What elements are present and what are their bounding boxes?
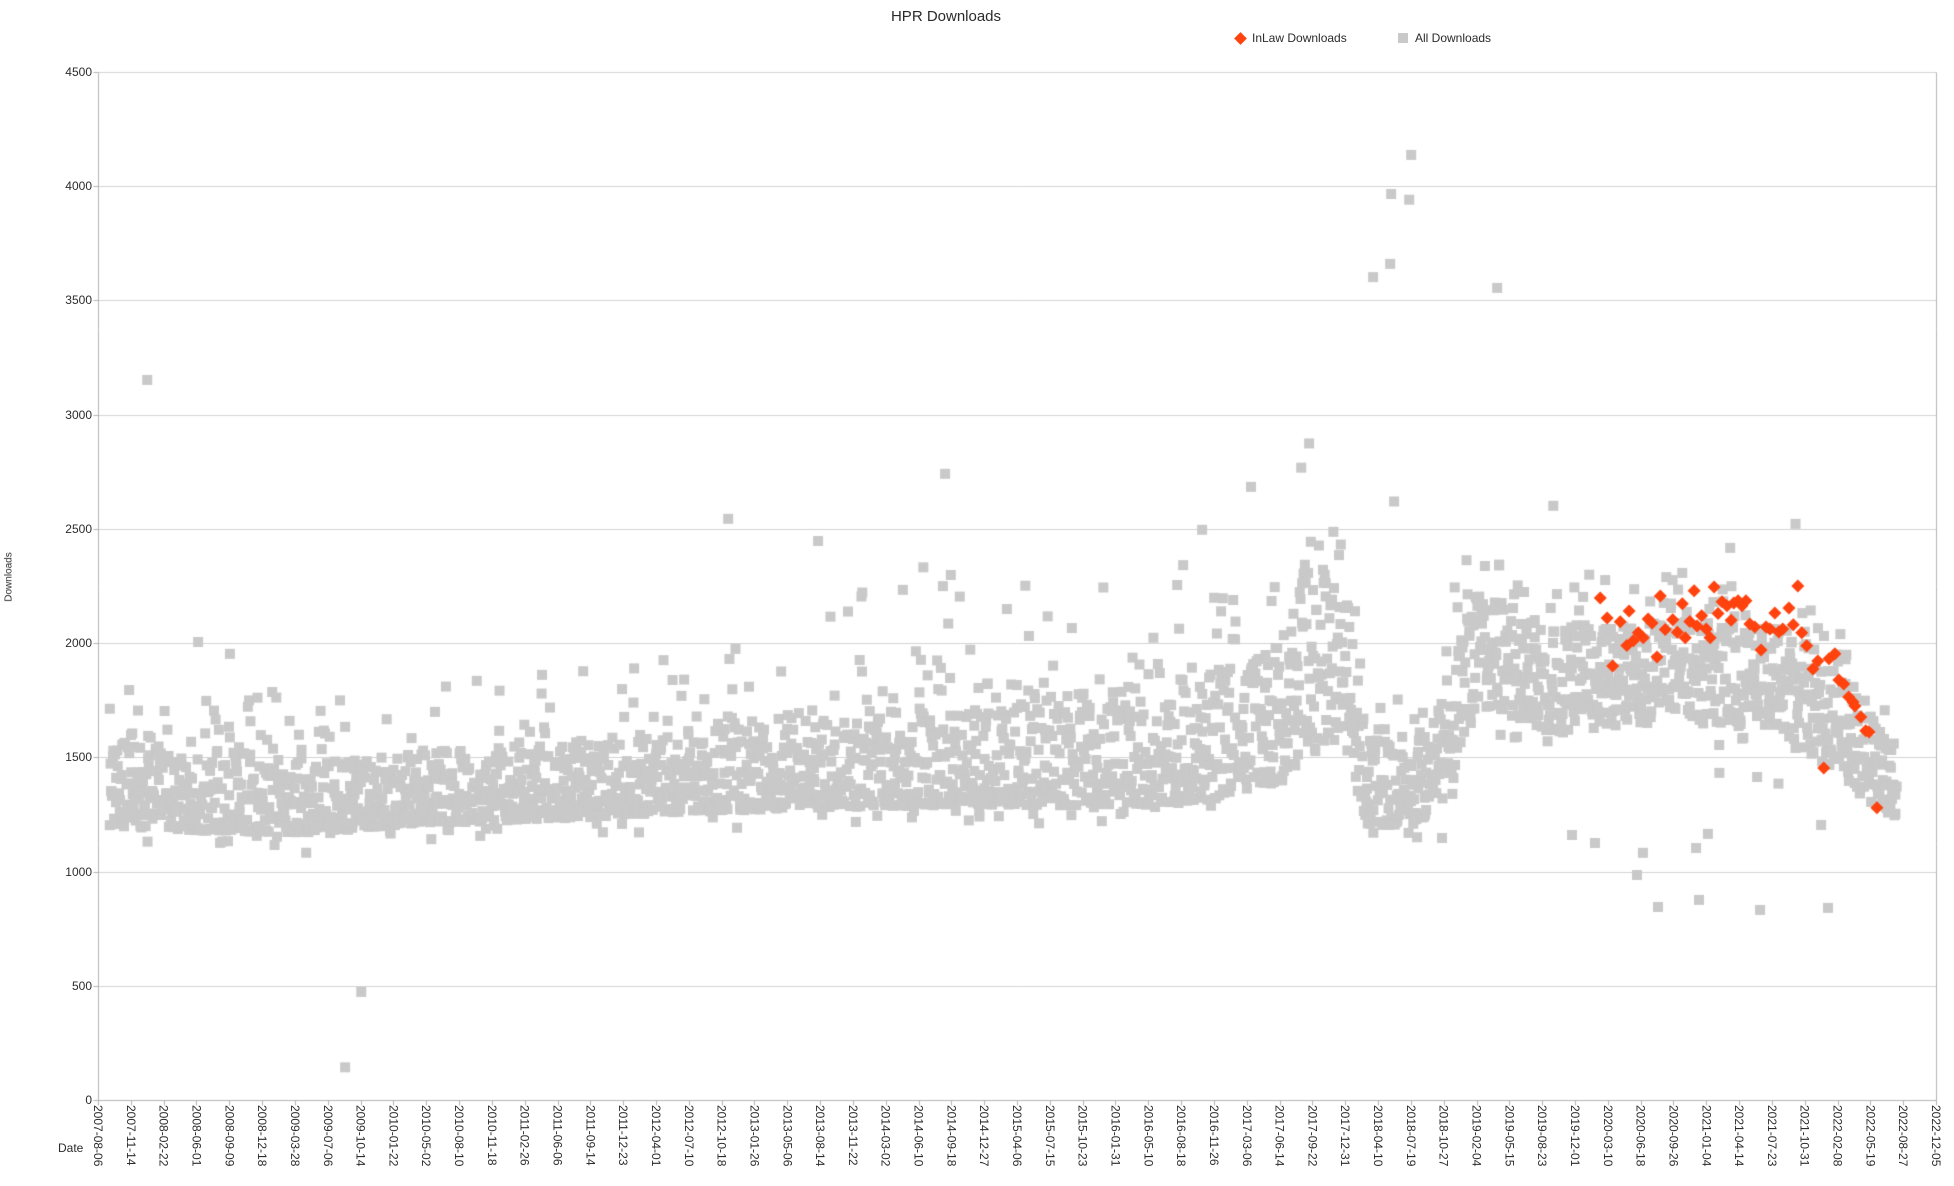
x-tick-label: 2013-08-14	[813, 1105, 828, 1167]
x-tick-label: 2022-05-19	[1863, 1105, 1878, 1167]
x-tick-label: 2010-08-10	[452, 1105, 467, 1167]
x-tick-label: 2019-02-04	[1469, 1105, 1484, 1167]
x-tick-label: 2008-06-01	[189, 1105, 204, 1167]
y-axis-title: Downloads	[3, 552, 15, 602]
y-tick-label: 0	[85, 1093, 92, 1107]
x-tick-label: 2014-09-18	[944, 1105, 959, 1167]
x-tick-label: 2010-11-18	[484, 1105, 499, 1166]
x-tick-label: 2013-01-26	[747, 1105, 762, 1167]
x-tick-label: 2013-11-22	[845, 1105, 860, 1166]
x-tick-label: 2011-02-26	[517, 1105, 532, 1166]
y-tick-label: 1000	[65, 864, 92, 879]
x-tick-label: 2009-03-28	[287, 1105, 302, 1167]
x-tick-label: 2015-10-23	[1075, 1105, 1090, 1167]
x-tick-label: 2020-06-18	[1633, 1105, 1648, 1167]
y-tick-label: 4500	[65, 65, 92, 79]
x-tick-label: 2011-12-23	[616, 1105, 631, 1166]
y-tick-label: 2500	[65, 521, 92, 536]
x-tick-label: 2010-05-02	[419, 1105, 434, 1167]
y-tick-label: 500	[71, 978, 92, 993]
x-tick-label: 2018-10-27	[1436, 1105, 1451, 1167]
x-tick-label: 2020-09-26	[1666, 1105, 1681, 1167]
x-tick-label: 2011-09-14	[583, 1105, 598, 1166]
x-tick-label: 2018-07-19	[1403, 1105, 1418, 1167]
x-tick-label: 2007-11-14	[123, 1105, 138, 1166]
x-tick-label: 2019-05-15	[1502, 1105, 1517, 1167]
x-tick-label: 2008-02-22	[156, 1105, 171, 1167]
x-tick-label: 2014-06-10	[911, 1105, 926, 1167]
x-tick-label: 2019-12-01	[1567, 1105, 1582, 1167]
x-tick-label: 2019-08-23	[1535, 1105, 1550, 1167]
chart-title: HPR Downloads	[890, 8, 1002, 25]
x-tick-label: 2021-10-31	[1797, 1105, 1812, 1167]
x-tick-label: 2012-07-10	[681, 1105, 696, 1167]
x-tick-label: 2011-06-06	[550, 1105, 565, 1166]
x-tick-label: 2021-07-23	[1764, 1105, 1779, 1167]
x-tick-label: 2018-04-10	[1371, 1105, 1386, 1167]
x-axis-title: Date	[58, 1141, 84, 1155]
x-tick-label: 2021-04-14	[1732, 1105, 1747, 1167]
x-tick-label: 2008-12-18	[255, 1105, 270, 1167]
x-tick-label: 2015-07-15	[1042, 1105, 1057, 1167]
x-tick-label: 2014-03-02	[878, 1105, 893, 1167]
x-tick-label: 2016-01-31	[1108, 1105, 1123, 1167]
y-tick-label: 3500	[65, 293, 92, 308]
x-tick-label: 2009-07-06	[320, 1105, 335, 1167]
x-tick-label: 2013-05-06	[780, 1105, 795, 1167]
x-tick-label: 2022-08-27	[1896, 1105, 1911, 1167]
y-tick-label: 3000	[65, 407, 92, 422]
x-tick-label: 2015-04-06	[1010, 1105, 1024, 1167]
x-tick-label: 2022-12-05	[1929, 1105, 1943, 1167]
x-tick-label: 2009-10-14	[353, 1105, 368, 1167]
y-tick-label: 2000	[65, 636, 92, 651]
x-tick-label: 2016-11-26	[1206, 1105, 1221, 1166]
x-tick-label: 2017-09-22	[1305, 1105, 1320, 1167]
x-tick-label: 2020-03-10	[1600, 1105, 1615, 1167]
x-tick-label: 2010-01-22	[386, 1105, 401, 1167]
x-tick-label: 2016-08-18	[1174, 1105, 1189, 1167]
y-tick-label: 4000	[65, 179, 92, 194]
x-tick-label: 2017-12-31	[1338, 1105, 1353, 1167]
x-tick-label: 2021-01-04	[1699, 1105, 1714, 1167]
x-tick-label: 2016-05-10	[1141, 1105, 1156, 1167]
x-tick-label: 2022-02-08	[1830, 1105, 1845, 1167]
x-tick-label: 2012-04-01	[648, 1105, 663, 1167]
x-tick-label: 2014-12-27	[977, 1105, 992, 1167]
x-tick-label: 2017-06-14	[1272, 1105, 1287, 1167]
x-tick-label: 2012-10-18	[714, 1105, 729, 1167]
x-tick-label: 2017-03-06	[1239, 1105, 1254, 1167]
x-tick-label: 2007-08-06	[91, 1105, 105, 1167]
y-tick-label: 1500	[65, 750, 92, 765]
x-tick-label: 2008-09-09	[222, 1105, 237, 1167]
